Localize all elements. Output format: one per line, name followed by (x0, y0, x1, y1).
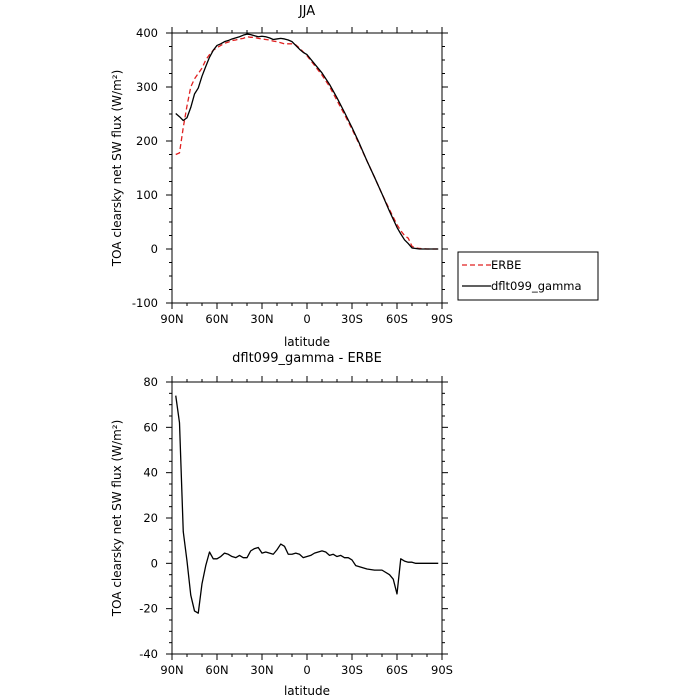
bottom-panel: dflt099_gamma - ERBE 90N 60N 30N 0 30S 60S 90S… (110, 351, 453, 698)
bottom-x-tick-label: 60N (205, 663, 228, 677)
top-y-tick-label: 200 (136, 134, 158, 148)
top-y-tick-label: -100 (132, 296, 158, 310)
bottom-x-tick-label: 30N (250, 663, 273, 677)
legend-label-dflt099-gamma: dflt099_gamma (491, 279, 582, 293)
bottom-x-axis-label: latitude (284, 684, 330, 698)
bottom-x-tick-label: 90S (431, 663, 453, 677)
bottom-y-tick-label: 0 (151, 556, 158, 570)
top-series-lines (175, 33, 439, 250)
bottom-y-tick-label: 80 (143, 375, 158, 389)
bottom-x-tick-label: 90N (160, 663, 183, 677)
bottom-chart-title: dflt099_gamma - ERBE (232, 351, 382, 366)
top-axes: 90N 60N 30N 0 30S 60S 90S -100 0 100 200 300 400 (132, 26, 453, 326)
top-panel: JJA 90N 60N 30N 0 30S 60S 90S -100 0 100 200 300 400… (110, 4, 599, 349)
bottom-plot-frame (171, 381, 443, 655)
bottom-axes: 90N 60N 30N 0 30S 60S 90S -40 -20 0 20 40 60 80 (139, 375, 453, 677)
top-x-tick-label: 90N (160, 312, 183, 326)
top-y-tick-label: 100 (136, 188, 158, 202)
top-series-line-dflt099-gamma (175, 33, 439, 250)
top-x-tick-label: 30N (250, 312, 273, 326)
bottom-y-tick-label: -20 (139, 602, 158, 616)
legend-label-erbe: ERBE (491, 258, 521, 272)
legend: ERBE dflt099_gamma (457, 251, 599, 301)
top-y-tick-label: 0 (151, 242, 158, 256)
bottom-y-tick-label: 20 (143, 511, 158, 525)
bottom-y-tick-label: 60 (143, 420, 158, 434)
top-x-tick-label: 0 (303, 312, 310, 326)
bottom-y-tick-label: -40 (139, 647, 158, 661)
top-series-line-erbe (175, 36, 439, 250)
top-y-axis-label: TOA clearsky net SW flux (W/m²) (110, 70, 124, 268)
top-x-tick-label: 30S (341, 312, 363, 326)
bottom-x-tick-label: 60S (386, 663, 408, 677)
bottom-series-lines (175, 395, 439, 614)
legend-box (457, 251, 599, 301)
bottom-x-tick-label: 30S (341, 663, 363, 677)
top-x-axis-label: latitude (284, 335, 330, 349)
top-x-tick-label: 90S (431, 312, 453, 326)
top-y-tick-label: 400 (136, 26, 158, 40)
bottom-y-axis-label: TOA clearsky net SW flux (W/m²) (110, 420, 124, 618)
top-y-tick-label: 300 (136, 80, 158, 94)
top-x-tick-label: 60S (386, 312, 408, 326)
top-x-tick-label: 60N (205, 312, 228, 326)
bottom-x-tick-label: 0 (303, 663, 310, 677)
bottom-series-line-diff-0 (175, 395, 439, 614)
top-plot-frame (171, 32, 443, 304)
top-chart-title: JJA (298, 4, 315, 19)
bottom-y-tick-label: 40 (143, 466, 158, 480)
